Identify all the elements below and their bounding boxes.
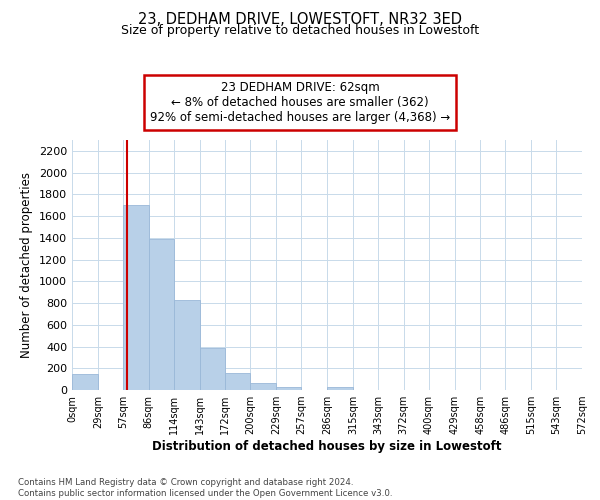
Bar — [276, 386, 301, 390]
Bar — [149, 239, 173, 390]
Bar — [250, 384, 276, 390]
Bar — [199, 348, 226, 390]
Text: Contains HM Land Registry data © Crown copyright and database right 2024.
Contai: Contains HM Land Registry data © Crown c… — [18, 478, 392, 498]
X-axis label: Distribution of detached houses by size in Lowestoft: Distribution of detached houses by size … — [152, 440, 502, 453]
Bar — [226, 372, 250, 390]
Text: Size of property relative to detached houses in Lowestoft: Size of property relative to detached ho… — [121, 24, 479, 37]
Bar — [72, 374, 98, 390]
Y-axis label: Number of detached properties: Number of detached properties — [20, 172, 34, 358]
Bar — [123, 205, 149, 390]
Bar — [327, 386, 353, 390]
Text: 23, DEDHAM DRIVE, LOWESTOFT, NR32 3ED: 23, DEDHAM DRIVE, LOWESTOFT, NR32 3ED — [138, 12, 462, 28]
Text: 23 DEDHAM DRIVE: 62sqm
← 8% of detached houses are smaller (362)
92% of semi-det: 23 DEDHAM DRIVE: 62sqm ← 8% of detached … — [150, 81, 450, 124]
Bar — [173, 300, 199, 390]
